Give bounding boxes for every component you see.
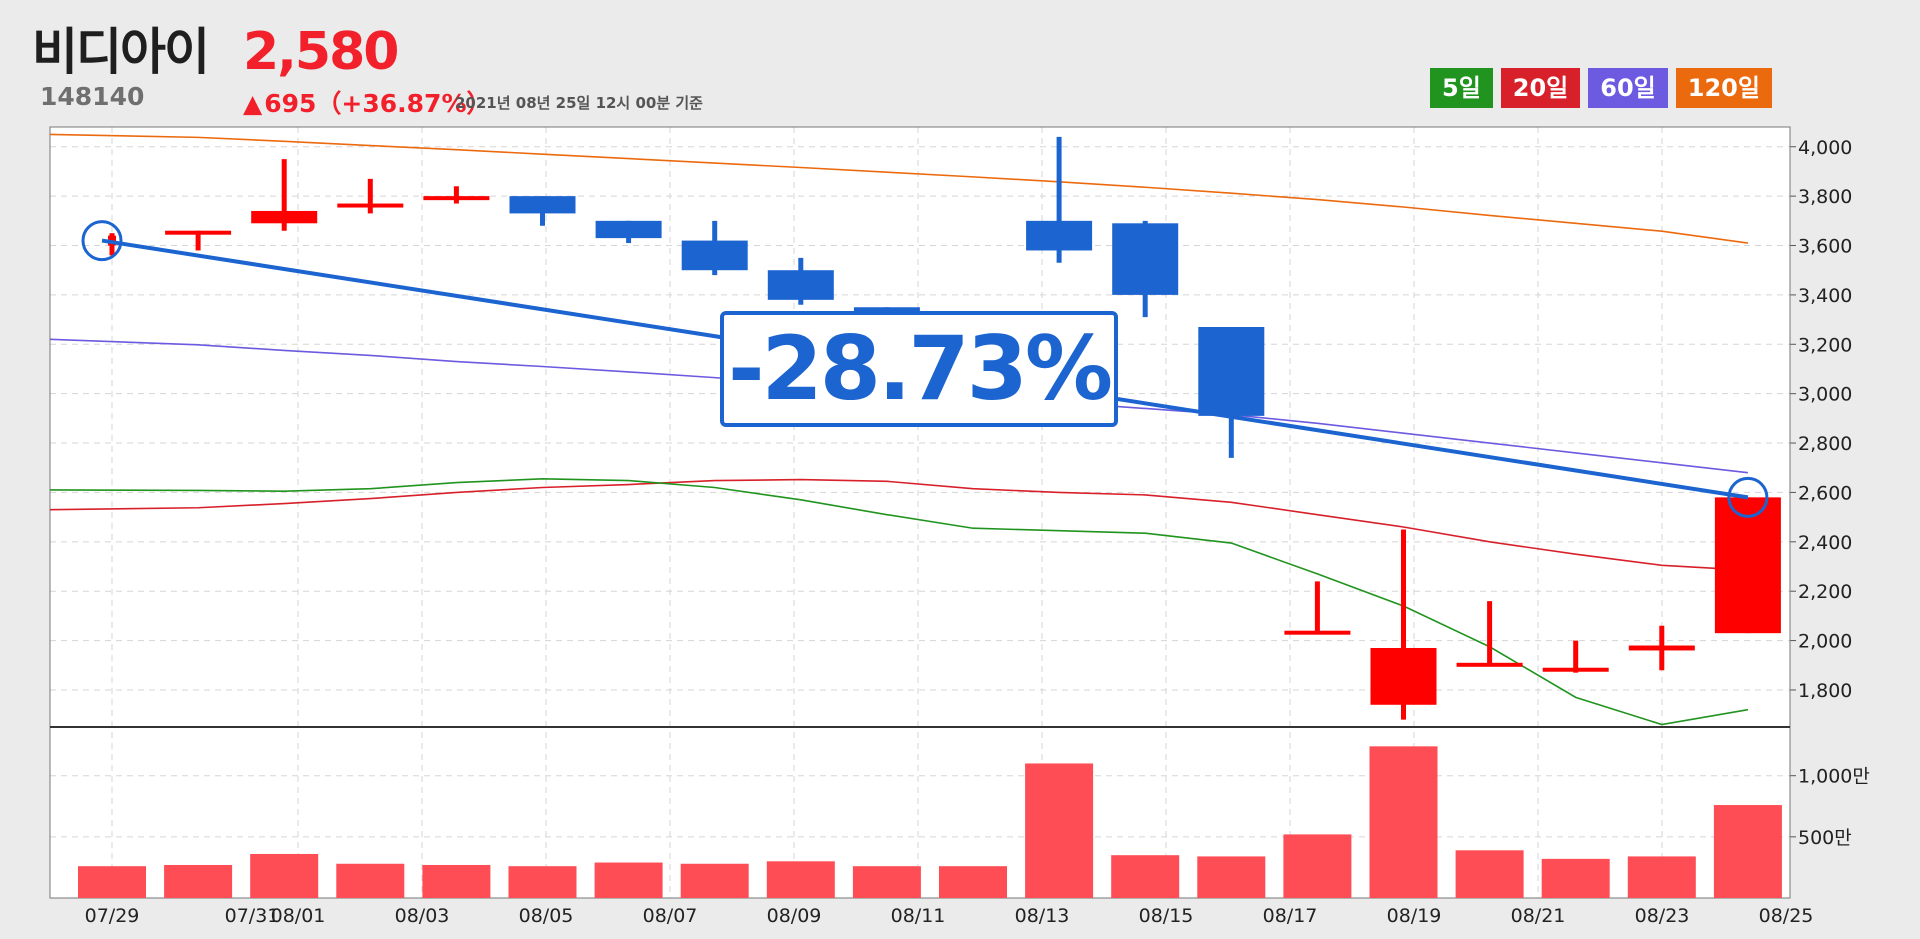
y-tick-label: 1,800 — [1798, 680, 1852, 702]
x-tick-label: 08/09 — [767, 905, 822, 927]
x-tick-label: 08/23 — [1635, 905, 1690, 927]
change-percent-callout: -28.73% — [720, 311, 1118, 427]
y-tick-label: 2,600 — [1798, 482, 1852, 504]
candle-body — [1112, 223, 1179, 295]
volume-bar — [1541, 858, 1610, 898]
volume-bar — [939, 866, 1007, 898]
legend-ma120[interactable]: 120일 — [1675, 68, 1772, 108]
candle-body — [509, 196, 576, 214]
candle-body — [1542, 667, 1609, 672]
y-tick-label: 2,400 — [1798, 532, 1852, 554]
stock-code: 148140 — [40, 82, 145, 111]
ma5-line — [49, 478, 1749, 726]
candle-body — [423, 196, 490, 201]
volume-bar — [1627, 856, 1696, 898]
candle-body — [1714, 497, 1781, 634]
ma120-line — [49, 133, 1749, 244]
x-tick-label: 07/29 — [85, 905, 140, 927]
y-tick-label: 3,200 — [1798, 334, 1852, 356]
x-tick-label: 08/25 — [1759, 905, 1814, 927]
volume-bar — [336, 863, 405, 898]
candle-body — [1026, 220, 1093, 251]
volume-bar — [1713, 805, 1782, 898]
volume-tick-label: 500만 — [1798, 827, 1852, 849]
ma20-line — [49, 478, 1748, 572]
stock-name: 비디아이 — [32, 23, 210, 81]
volume-bar — [508, 866, 577, 898]
candle-body — [1284, 630, 1351, 635]
candle-body — [251, 210, 318, 224]
candle-body — [165, 230, 232, 235]
x-tick-label: 08/17 — [1263, 905, 1318, 927]
volume-bar — [766, 861, 835, 898]
volume-bar — [1197, 856, 1266, 898]
up-arrow-icon: ▲ — [243, 89, 263, 118]
volume-bar — [422, 864, 491, 898]
volume-bar — [250, 853, 319, 898]
volume-bar — [78, 866, 146, 898]
legend-ma5[interactable]: 5일 — [1430, 68, 1493, 108]
volume-bar — [852, 866, 921, 898]
y-tick-label: 2,200 — [1798, 581, 1852, 603]
moving-average-legend: 5일 20일 60일 120일 — [1430, 68, 1772, 108]
candle-body — [595, 220, 662, 239]
volume-bar — [1025, 763, 1094, 898]
legend-ma20[interactable]: 20일 — [1500, 68, 1581, 108]
volume-bar — [164, 864, 233, 898]
x-tick-label: 08/01 — [271, 905, 326, 927]
x-tick-label: 08/15 — [1139, 905, 1194, 927]
x-tick-label: 08/07 — [643, 905, 698, 927]
timestamp: 2021년 08년 25일 12시 00분 기준 — [455, 94, 703, 112]
candle-body — [1198, 327, 1265, 416]
candle-body — [1628, 645, 1695, 651]
volume-bar — [680, 863, 749, 898]
x-tick-label: 08/05 — [519, 905, 574, 927]
volume-bar — [1111, 855, 1180, 898]
legend-ma60[interactable]: 60일 — [1588, 68, 1668, 108]
volume-tick-label: 1,000만 — [1798, 766, 1870, 788]
candle-body — [1456, 662, 1523, 667]
x-tick-label: 08/03 — [395, 905, 450, 927]
volume-bar — [594, 862, 663, 898]
y-tick-label: 2,000 — [1798, 631, 1852, 653]
candle-body — [767, 270, 834, 300]
volume-bar — [1369, 746, 1438, 898]
y-tick-label: 2,800 — [1798, 433, 1852, 455]
y-tick-label: 3,000 — [1798, 384, 1852, 406]
x-tick-label: 08/21 — [1511, 905, 1566, 927]
candle-body — [337, 203, 404, 208]
y-tick-label: 3,800 — [1798, 186, 1852, 208]
current-price: 2,580 — [243, 22, 399, 82]
price-plot-area — [50, 127, 1790, 727]
candle-body — [681, 240, 748, 271]
x-tick-label: 08/13 — [1015, 905, 1070, 927]
volume-bar — [1455, 850, 1524, 898]
trend-end-marker — [1727, 476, 1769, 518]
y-tick-label: 3,600 — [1798, 236, 1852, 258]
volume-bar — [1283, 834, 1352, 898]
y-tick-label: 3,400 — [1798, 285, 1852, 307]
x-tick-label: 08/11 — [891, 905, 946, 927]
trend-start-marker — [81, 220, 123, 262]
x-tick-label: 08/19 — [1387, 905, 1442, 927]
candle-body — [1370, 647, 1437, 705]
price-change: ▲695（+36.87%） — [243, 84, 492, 120]
x-tick-label: 07/31 — [225, 905, 280, 927]
y-tick-label: 4,000 — [1798, 137, 1852, 159]
price-change-value: 695（+36.87%） — [264, 89, 492, 118]
